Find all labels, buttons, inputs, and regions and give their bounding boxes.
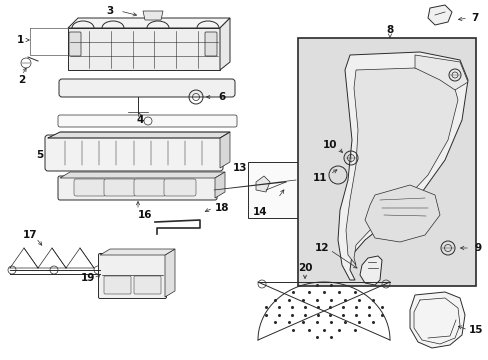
- FancyBboxPatch shape: [69, 32, 81, 56]
- Text: 13: 13: [232, 163, 247, 173]
- FancyBboxPatch shape: [98, 253, 166, 298]
- Text: 20: 20: [297, 263, 312, 273]
- Text: 5: 5: [36, 150, 43, 160]
- Text: 12: 12: [314, 243, 328, 253]
- Text: 8: 8: [386, 25, 393, 35]
- Polygon shape: [68, 28, 220, 70]
- Polygon shape: [142, 11, 163, 20]
- Polygon shape: [164, 249, 175, 297]
- Polygon shape: [337, 52, 467, 280]
- FancyBboxPatch shape: [204, 32, 217, 56]
- FancyBboxPatch shape: [163, 179, 196, 196]
- Polygon shape: [220, 132, 229, 168]
- Polygon shape: [256, 176, 269, 192]
- FancyBboxPatch shape: [104, 179, 136, 196]
- Polygon shape: [409, 292, 464, 348]
- Text: 17: 17: [22, 230, 37, 240]
- Polygon shape: [364, 185, 439, 242]
- FancyBboxPatch shape: [59, 79, 235, 97]
- Text: 11: 11: [312, 173, 326, 183]
- Polygon shape: [100, 249, 175, 255]
- Polygon shape: [68, 18, 229, 28]
- FancyBboxPatch shape: [134, 276, 161, 294]
- FancyBboxPatch shape: [74, 179, 106, 196]
- Polygon shape: [427, 5, 451, 25]
- FancyBboxPatch shape: [247, 162, 315, 218]
- Polygon shape: [346, 68, 457, 265]
- Polygon shape: [215, 172, 224, 198]
- Text: 10: 10: [322, 140, 337, 150]
- Text: 4: 4: [136, 115, 143, 125]
- Text: 6: 6: [218, 92, 225, 102]
- Text: 15: 15: [468, 325, 482, 335]
- Text: 3: 3: [106, 6, 113, 16]
- Text: 1: 1: [16, 35, 23, 45]
- Text: 7: 7: [470, 13, 478, 23]
- Polygon shape: [359, 256, 381, 285]
- FancyBboxPatch shape: [45, 135, 223, 171]
- Text: 14: 14: [252, 207, 267, 217]
- FancyBboxPatch shape: [104, 276, 131, 294]
- FancyBboxPatch shape: [297, 38, 475, 286]
- Text: 19: 19: [81, 273, 95, 283]
- Polygon shape: [48, 132, 229, 138]
- Polygon shape: [60, 172, 224, 178]
- FancyBboxPatch shape: [134, 179, 165, 196]
- Polygon shape: [414, 55, 467, 90]
- FancyBboxPatch shape: [58, 115, 237, 127]
- Polygon shape: [220, 18, 229, 70]
- Text: 16: 16: [138, 210, 152, 220]
- Text: 9: 9: [473, 243, 481, 253]
- Text: 2: 2: [19, 75, 25, 85]
- FancyBboxPatch shape: [58, 176, 217, 200]
- Text: 18: 18: [214, 203, 229, 213]
